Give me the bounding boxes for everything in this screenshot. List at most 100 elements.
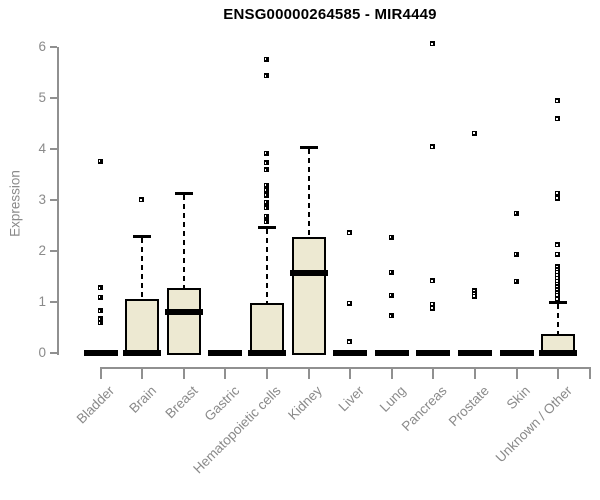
outlier-point (97, 316, 103, 322)
x-axis-tick (265, 367, 268, 379)
boxplot-breast-upper-whisker (182, 195, 185, 289)
outlier-point (263, 150, 269, 156)
x-tick-label: Gastric (201, 383, 242, 424)
boxplot-breast-box (166, 288, 201, 355)
x-axis-tick (474, 367, 477, 379)
x-tick-label: Liver (335, 383, 367, 415)
boxplot-kidney-median (289, 269, 328, 276)
outlier-point (555, 284, 561, 290)
outlier-point (513, 251, 519, 257)
outlier-point (263, 167, 269, 173)
boxplot-hematopoietic-cells-box (249, 303, 284, 355)
y-tick-label: 0 (38, 345, 46, 360)
outlier-point (263, 213, 269, 219)
outlier-point (388, 269, 394, 275)
boxplot-skin-collapsed-box (499, 350, 534, 356)
outlier-point (388, 292, 394, 298)
boxplot-bladder-collapsed-box (83, 350, 118, 356)
boxplot-lung-collapsed-box (374, 350, 409, 356)
outlier-point (263, 192, 269, 198)
y-axis-tick (50, 97, 57, 99)
x-axis-line (99, 367, 590, 369)
outlier-point (555, 251, 561, 257)
outlier-point (347, 300, 353, 306)
boxplot-pancreas-collapsed-box (416, 350, 451, 356)
outlier-point (430, 144, 436, 150)
y-tick-label: 1 (38, 294, 46, 309)
outlier-point (263, 56, 269, 62)
outlier-point (513, 278, 519, 284)
y-axis-tick (50, 199, 57, 201)
outlier-point (555, 272, 561, 278)
outlier-point (555, 267, 561, 273)
boxplot-kidney-upper-whisker (307, 149, 310, 238)
x-axis-end-tick (589, 367, 591, 379)
outlier-point (555, 98, 561, 104)
y-tick-label: 6 (38, 39, 46, 54)
outlier-point (263, 182, 269, 188)
x-axis-tick (557, 367, 560, 379)
x-tick-label: Pancreas (399, 383, 451, 434)
x-axis-tick (515, 367, 518, 379)
outlier-point (139, 197, 145, 202)
outlier-point (97, 294, 103, 300)
boxplot-hematopoietic-cells-upper-whisker (265, 229, 268, 303)
x-axis-tick (307, 367, 310, 379)
boxplot-brain-median (123, 350, 162, 356)
boxplot-unknown-other-upper-whisker (557, 304, 560, 335)
y-tick-label: 5 (38, 90, 46, 105)
x-tick-label: Lung (376, 383, 409, 415)
boxplot-prostate-collapsed-box (458, 350, 493, 356)
chart-title: ENSG00000264585 - MIR4449 (223, 6, 437, 23)
x-tick-label: Unknown / Other (492, 383, 575, 466)
outlier-point (430, 305, 436, 311)
boxplot-gastric-collapsed-box (208, 350, 243, 356)
x-axis-tick (141, 367, 144, 379)
outlier-point (472, 293, 478, 299)
x-axis-tick (99, 367, 102, 379)
outlier-point (347, 339, 353, 345)
boxplot-hematopoietic-cells-median (247, 350, 286, 356)
outlier-point (555, 116, 561, 122)
boxplot-unknown-other-median (539, 350, 578, 356)
x-axis-tick (224, 367, 227, 379)
outlier-point (97, 308, 103, 314)
x-tick-label: Brain (125, 383, 159, 416)
boxplot-unknown-other-whisker-cap (549, 301, 568, 304)
boxplot-kidney-whisker-cap (299, 146, 318, 150)
x-tick-label: Skin (504, 383, 534, 413)
boxplot-brain-whisker-cap (133, 235, 152, 239)
outlier-point (555, 195, 561, 201)
outlier-point (263, 205, 269, 211)
outlier-point (263, 219, 269, 225)
outlier-point (430, 41, 436, 47)
outlier-point (555, 281, 561, 287)
y-axis-tick (50, 250, 57, 252)
outlier-point (472, 291, 478, 297)
outlier-point (472, 130, 478, 136)
outlier-point (388, 234, 394, 240)
boxplot-breast-median (164, 309, 203, 316)
outlier-point (555, 278, 561, 284)
boxplot-liver-collapsed-box (333, 350, 368, 356)
outlier-point (97, 320, 103, 326)
x-axis-tick (349, 367, 352, 379)
y-axis-tick (50, 301, 57, 303)
outlier-point (555, 292, 561, 298)
outlier-point (263, 199, 269, 205)
outlier-point (263, 187, 269, 193)
x-axis-tick (390, 367, 393, 379)
outlier-point (263, 73, 269, 79)
outlier-point (472, 288, 478, 294)
outlier-point (97, 158, 103, 164)
y-tick-label: 3 (38, 192, 46, 207)
outlier-point (347, 230, 353, 236)
y-tick-label: 2 (38, 243, 46, 258)
x-axis-tick (182, 367, 185, 379)
boxplot-brain-box (125, 298, 160, 355)
x-tick-label: Prostate (445, 383, 492, 430)
y-axis-tick (50, 148, 57, 150)
outlier-point (513, 210, 519, 216)
outlier-point (263, 160, 269, 166)
